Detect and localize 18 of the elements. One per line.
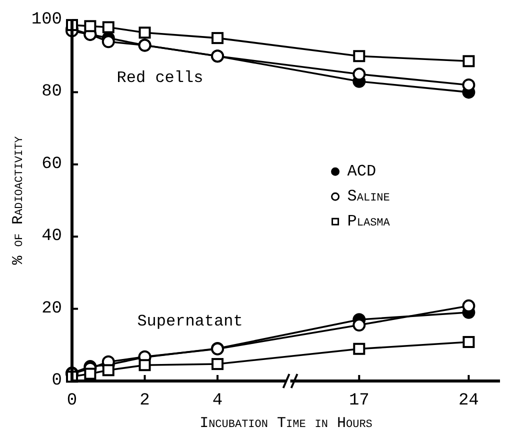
x-tick-label: 24: [458, 392, 479, 410]
y-tick-label: 100: [31, 10, 62, 30]
annotation: Supernatant: [137, 312, 243, 330]
x-tick-label: 17: [348, 392, 370, 410]
x-axis-title: Incubation Time in Hours: [200, 415, 373, 432]
y-tick-label: 80: [42, 82, 62, 102]
y-tick-label: 40: [42, 227, 62, 246]
legend-label: Saline: [347, 188, 390, 206]
y-tick-label: 60: [42, 154, 62, 174]
x-tick-label: 0: [66, 392, 78, 410]
x-tick-label: 4: [212, 392, 223, 410]
y-tick-label: 0: [52, 372, 62, 390]
x-tick-label: 2: [140, 392, 150, 410]
y-tick-label: 20: [42, 299, 62, 318]
legend-label: ACD: [347, 162, 376, 181]
legend-label: Plasma: [347, 212, 390, 231]
y-axis-title: % of Radioactivity: [10, 136, 27, 265]
annotation: Red cells: [116, 68, 204, 87]
